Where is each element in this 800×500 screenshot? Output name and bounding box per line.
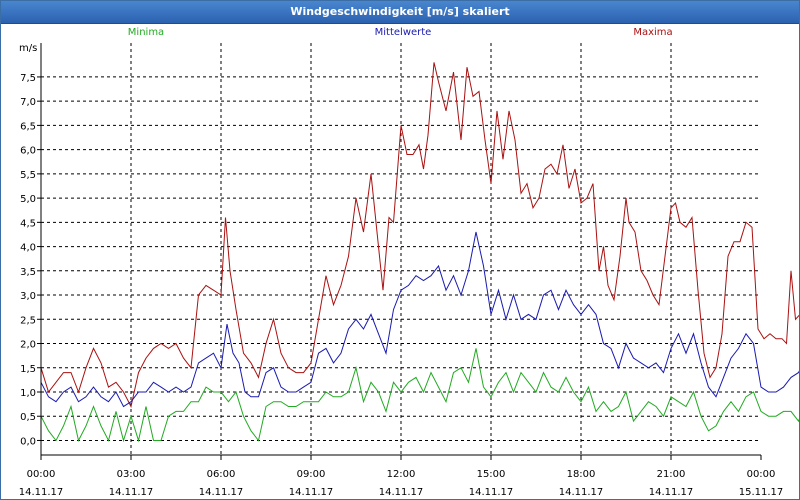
y-axis-label: m/s (19, 43, 37, 54)
y-tick-label: 3,5 (20, 267, 36, 278)
y-tick-label: 4,0 (20, 243, 36, 254)
y-tick-label: 0,0 (20, 436, 36, 447)
grid-lines (41, 43, 761, 455)
y-tick-label: 6,5 (20, 121, 36, 132)
x-tick-time-label: 00:00 (747, 469, 776, 480)
legend-mittelwerte: Mittelwerte (375, 27, 432, 38)
x-tick-time-label: 18:00 (567, 469, 596, 480)
window-titlebar: Windgeschwindigkeit [m/s] skaliert (1, 1, 799, 24)
x-tick-date-label: 14.11.17 (559, 487, 604, 498)
x-tick-time-label: 03:00 (117, 469, 146, 480)
x-tick-time-label: 06:00 (207, 469, 236, 480)
y-tick-label: 2,0 (20, 340, 36, 351)
y-tick-label: 0,5 (20, 412, 36, 423)
legend: Minima Mittelwerte Maxima (128, 27, 673, 38)
legend-maxima: Maxima (633, 27, 672, 38)
x-tick-date-label: 14.11.17 (379, 487, 424, 498)
x-tick-date-label: 14.11.17 (19, 487, 64, 498)
x-tick-date-label: 14.11.17 (199, 487, 244, 498)
legend-minima: Minima (128, 27, 164, 38)
x-tick-date-label: 14.11.17 (469, 487, 514, 498)
x-tick-time-label: 12:00 (387, 469, 416, 480)
y-tick-label: 4,5 (20, 218, 36, 229)
y-tick-label: 7,5 (20, 73, 36, 84)
series-lines (40, 62, 799, 443)
series-minima-line (40, 348, 799, 443)
y-tick-label: 7,0 (20, 97, 36, 108)
series-mittelwerte-line (40, 231, 799, 408)
window-title: Windgeschwindigkeit [m/s] skaliert (290, 5, 510, 18)
y-tick-label: 1,5 (20, 364, 36, 375)
y-tick-label: 1,0 (20, 388, 36, 399)
tick-labels: 0,0 0,5 1,0 1,5 2,0 2,5 3,0 3,5 4,0 4,5 5,0 5,5 6,0 6… (19, 73, 784, 498)
y-tick-label: 3,0 (20, 291, 36, 302)
x-tick-date-label: 14.11.17 (109, 487, 154, 498)
y-tick-label: 5,0 (20, 194, 36, 205)
series-maxima-line (40, 62, 799, 408)
wind-speed-chart: 0,0 0,5 1,0 1,5 2,0 2,5 3,0 3,5 4,0 4,5 5,0 5,5 6,0 6… (19, 27, 799, 498)
y-tick-label: 6,0 (20, 146, 36, 157)
x-tick-time-label: 09:00 (297, 469, 326, 480)
x-tick-date-label: 15.11.17 (739, 487, 784, 498)
x-tick-date-label: 14.11.17 (649, 487, 694, 498)
x-tick-time-label: 00:00 (27, 469, 56, 480)
x-tick-time-label: 15:00 (477, 469, 506, 480)
y-tick-label: 5,5 (20, 170, 36, 181)
x-tick-time-label: 21:00 (657, 469, 686, 480)
y-tick-label: 2,5 (20, 315, 36, 326)
x-tick-date-label: 14.11.17 (289, 487, 334, 498)
